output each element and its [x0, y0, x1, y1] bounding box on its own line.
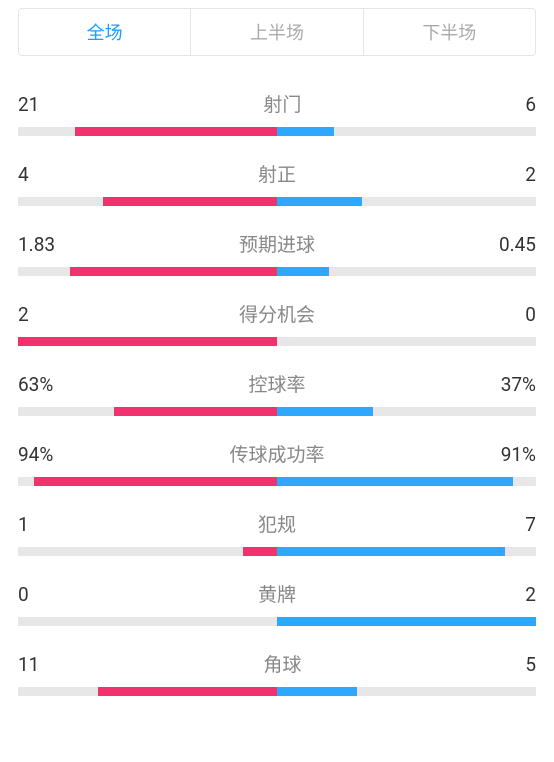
stat-away-value: 6: [525, 93, 536, 116]
stat-home-value: 21: [18, 93, 39, 116]
stat-bar-home-track: [18, 407, 277, 416]
stat-header: 1 犯规 7: [18, 510, 536, 537]
stat-bar-home-fill: [70, 267, 277, 276]
stat-row: 21 射门 6: [18, 90, 536, 136]
stat-header: 63% 控球率 37%: [18, 370, 536, 397]
stat-bar-away-track: [277, 547, 536, 556]
stat-bar-away-fill: [277, 197, 362, 206]
stat-bar-home-fill: [34, 477, 277, 486]
stat-label: 黄牌: [258, 580, 296, 607]
stat-bar-away-fill: [277, 687, 357, 696]
stat-home-value: 11: [18, 653, 39, 676]
stat-bar-home-track: [18, 547, 277, 556]
stat-bar-away-fill: [277, 547, 505, 556]
stat-bar-home-track: [18, 127, 277, 136]
stat-label: 犯规: [258, 510, 296, 537]
stat-row: 94% 传球成功率 91%: [18, 440, 536, 486]
stat-home-value: 1: [18, 513, 29, 536]
stat-bar-away-track: [277, 267, 536, 276]
stat-bar-home-track: [18, 337, 277, 346]
stat-bar: [18, 267, 536, 276]
stat-header: 0 黄牌 2: [18, 580, 536, 607]
stat-bar-away-track: [277, 687, 536, 696]
period-tabs: 全场上半场下半场: [18, 8, 536, 56]
stat-bar-away-track: [277, 337, 536, 346]
stat-away-value: 37%: [501, 373, 536, 396]
stat-header: 2 得分机会 0: [18, 300, 536, 327]
stat-home-value: 94%: [18, 443, 53, 466]
stat-bar-away-track: [277, 617, 536, 626]
stat-home-value: 1.83: [18, 233, 55, 256]
stat-bar-home-fill: [75, 127, 277, 136]
stat-bar-home-track: [18, 687, 277, 696]
stat-row: 0 黄牌 2: [18, 580, 536, 626]
stat-bar-away-fill: [277, 617, 536, 626]
stat-header: 21 射门 6: [18, 90, 536, 117]
stat-bar-away-track: [277, 407, 536, 416]
stat-bar: [18, 617, 536, 626]
stats-container: 21射门64射正21.83预期进球0.452得分机会063%控球率37%94%传…: [0, 56, 554, 696]
stat-row: 2 得分机会 0: [18, 300, 536, 346]
stat-bar: [18, 477, 536, 486]
stat-away-value: 0: [525, 303, 536, 326]
stat-bar-home-track: [18, 617, 277, 626]
stat-label: 预期进球: [239, 230, 315, 257]
stat-home-value: 2: [18, 303, 29, 326]
stat-bar-home-track: [18, 477, 277, 486]
stat-header: 94% 传球成功率 91%: [18, 440, 536, 467]
stat-header: 1.83 预期进球 0.45: [18, 230, 536, 257]
stat-label: 得分机会: [239, 300, 315, 327]
stat-bar-home-fill: [18, 337, 277, 346]
stat-row: 11 角球 5: [18, 650, 536, 696]
stat-label: 控球率: [248, 370, 305, 397]
stat-bar: [18, 687, 536, 696]
tab-period-1[interactable]: 上半场: [191, 9, 363, 55]
stat-bar-away-track: [277, 127, 536, 136]
stat-away-value: 2: [525, 583, 536, 606]
stat-bar-home-fill: [98, 687, 277, 696]
stat-row: 1.83 预期进球 0.45: [18, 230, 536, 276]
stat-label: 射正: [258, 160, 296, 187]
stat-away-value: 5: [525, 653, 536, 676]
stat-label: 角球: [263, 650, 301, 677]
stat-row: 1 犯规 7: [18, 510, 536, 556]
stat-header: 4 射正 2: [18, 160, 536, 187]
stat-header: 11 角球 5: [18, 650, 536, 677]
stat-label: 传球成功率: [229, 440, 324, 467]
stat-away-value: 0.45: [499, 233, 536, 256]
stat-row: 63% 控球率 37%: [18, 370, 536, 416]
stat-bar-away-fill: [277, 267, 329, 276]
stat-bar: [18, 547, 536, 556]
stat-bar-home-track: [18, 197, 277, 206]
stat-bar: [18, 337, 536, 346]
stat-bar: [18, 197, 536, 206]
stat-away-value: 7: [525, 513, 536, 536]
stat-home-value: 0: [18, 583, 29, 606]
stat-bar-home-track: [18, 267, 277, 276]
stat-home-value: 4: [18, 163, 29, 186]
stat-bar-away-fill: [277, 477, 513, 486]
stat-away-value: 91%: [501, 443, 536, 466]
stat-bar: [18, 407, 536, 416]
tab-period-0[interactable]: 全场: [19, 9, 191, 55]
stat-away-value: 2: [525, 163, 536, 186]
stat-bar-away-fill: [277, 127, 334, 136]
stat-bar: [18, 127, 536, 136]
stat-bar-home-fill: [243, 547, 277, 556]
tab-period-2[interactable]: 下半场: [364, 9, 535, 55]
stat-label: 射门: [263, 90, 301, 117]
stat-bar-away-fill: [277, 407, 373, 416]
stat-bar-away-track: [277, 197, 536, 206]
stat-bar-home-fill: [114, 407, 277, 416]
stat-bar-home-fill: [103, 197, 277, 206]
stat-bar-away-track: [277, 477, 536, 486]
stat-row: 4 射正 2: [18, 160, 536, 206]
stat-home-value: 63%: [18, 373, 53, 396]
